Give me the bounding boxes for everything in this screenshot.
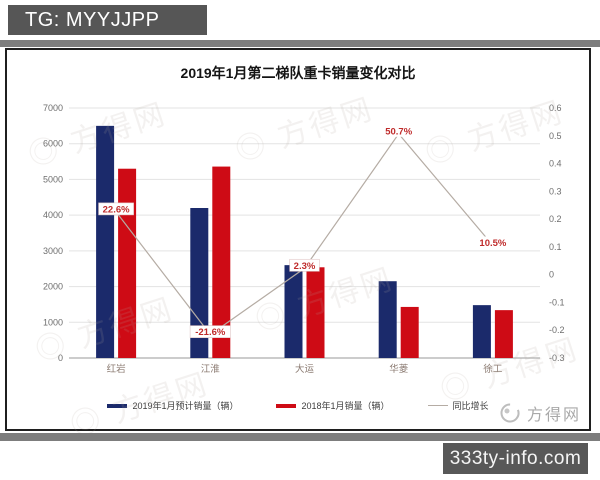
tg-watermark-badge: TG: MYYJJPP [8,5,207,35]
chart-frame: 2019年1月第二梯队重卡销量变化对比 0 1000 2000 3000 4000 500… [5,48,591,443]
data-label: 22.6% [103,204,130,215]
bar-2018 [306,267,325,358]
left-axis-tick-label: 0 [58,353,63,363]
right-axis-tick-label: 0.3 [549,186,562,196]
yoy-growth-line [115,132,494,336]
legend-item: 同比增长 [427,399,489,412]
top-divider-strip [0,40,600,47]
category-label: 红岩 [107,363,126,375]
chart-legend: 2019年1月预计销量（辆） 2018年1月销量（辆） 同比增长 [7,399,589,412]
data-label-box [98,202,134,216]
data-label: -21.6% [195,327,226,338]
bar-2018 [118,168,137,358]
right-axis-tick-label: 0.6 [549,103,562,113]
bar-2019 [472,305,491,358]
left-axis-tick-label: 4000 [43,210,63,220]
right-axis-tick-label: -0.3 [549,353,565,363]
data-label-box [189,325,231,338]
right-axis-tick-label: 0.2 [549,214,562,224]
left-axis-tick-label: 7000 [43,103,63,113]
legend-label: 同比增长 [452,401,489,411]
site-watermark-badge: 333ty-info.com [443,443,588,474]
left-axis-tick-label: 5000 [43,174,63,184]
right-axis-tick-label: 0.4 [549,159,562,169]
legend-item: 2019年1月预计销量（辆） [107,399,238,412]
legend-label: 2018年1月销量（辆） [301,401,390,411]
data-label: 50.7% [385,126,412,137]
legend-item: 2018年1月销量（辆） [276,399,390,412]
left-axis-tick-label: 3000 [43,246,63,256]
legend-swatch [107,403,128,408]
chart-title: 2019年1月第二梯队重卡销量变化对比 [180,65,416,81]
bar-2018 [400,306,419,358]
bar-2019 [190,208,209,358]
category-label: 华菱 [389,363,409,375]
right-axis-tick-label: -0.1 [549,297,565,307]
fangde-logo-icon [500,403,520,423]
left-axis-tick-label: 2000 [43,282,63,292]
bar-2018 [212,166,231,358]
right-axis-tick-label: -0.2 [549,325,565,335]
fangde-logo: 方得网 [499,401,581,425]
left-axis-tick-label: 1000 [43,317,63,327]
category-label: 徐工 [483,363,503,375]
data-label: 10.5% [479,238,506,249]
right-axis-tick-label: 0 [549,270,554,280]
left-axis-tick-label: 6000 [43,139,63,149]
bar-2019 [96,125,115,358]
bar-2019 [378,281,397,358]
legend-swatch [427,404,448,407]
data-label-box [289,258,320,272]
data-label-box [475,236,511,249]
legend-label: 2019年1月预计销量（辆） [132,401,239,411]
data-label-box [381,124,417,137]
right-axis-tick-label: 0.5 [549,131,562,141]
bar-2018 [494,310,513,358]
category-label: 江淮 [201,364,221,375]
bottom-divider-strip [0,433,600,441]
sales-combo-chart: 0 1000 2000 3000 4000 5000 6000 7000 -0.3 -0.2 -0.… [43,103,565,375]
right-axis-tick-label: 0.1 [549,242,562,252]
data-label: 2.3% [294,261,316,272]
category-label: 大运 [295,363,315,375]
legend-swatch [276,403,297,408]
fangde-logo-text: 方得网 [526,407,581,424]
bar-2019 [284,265,303,358]
